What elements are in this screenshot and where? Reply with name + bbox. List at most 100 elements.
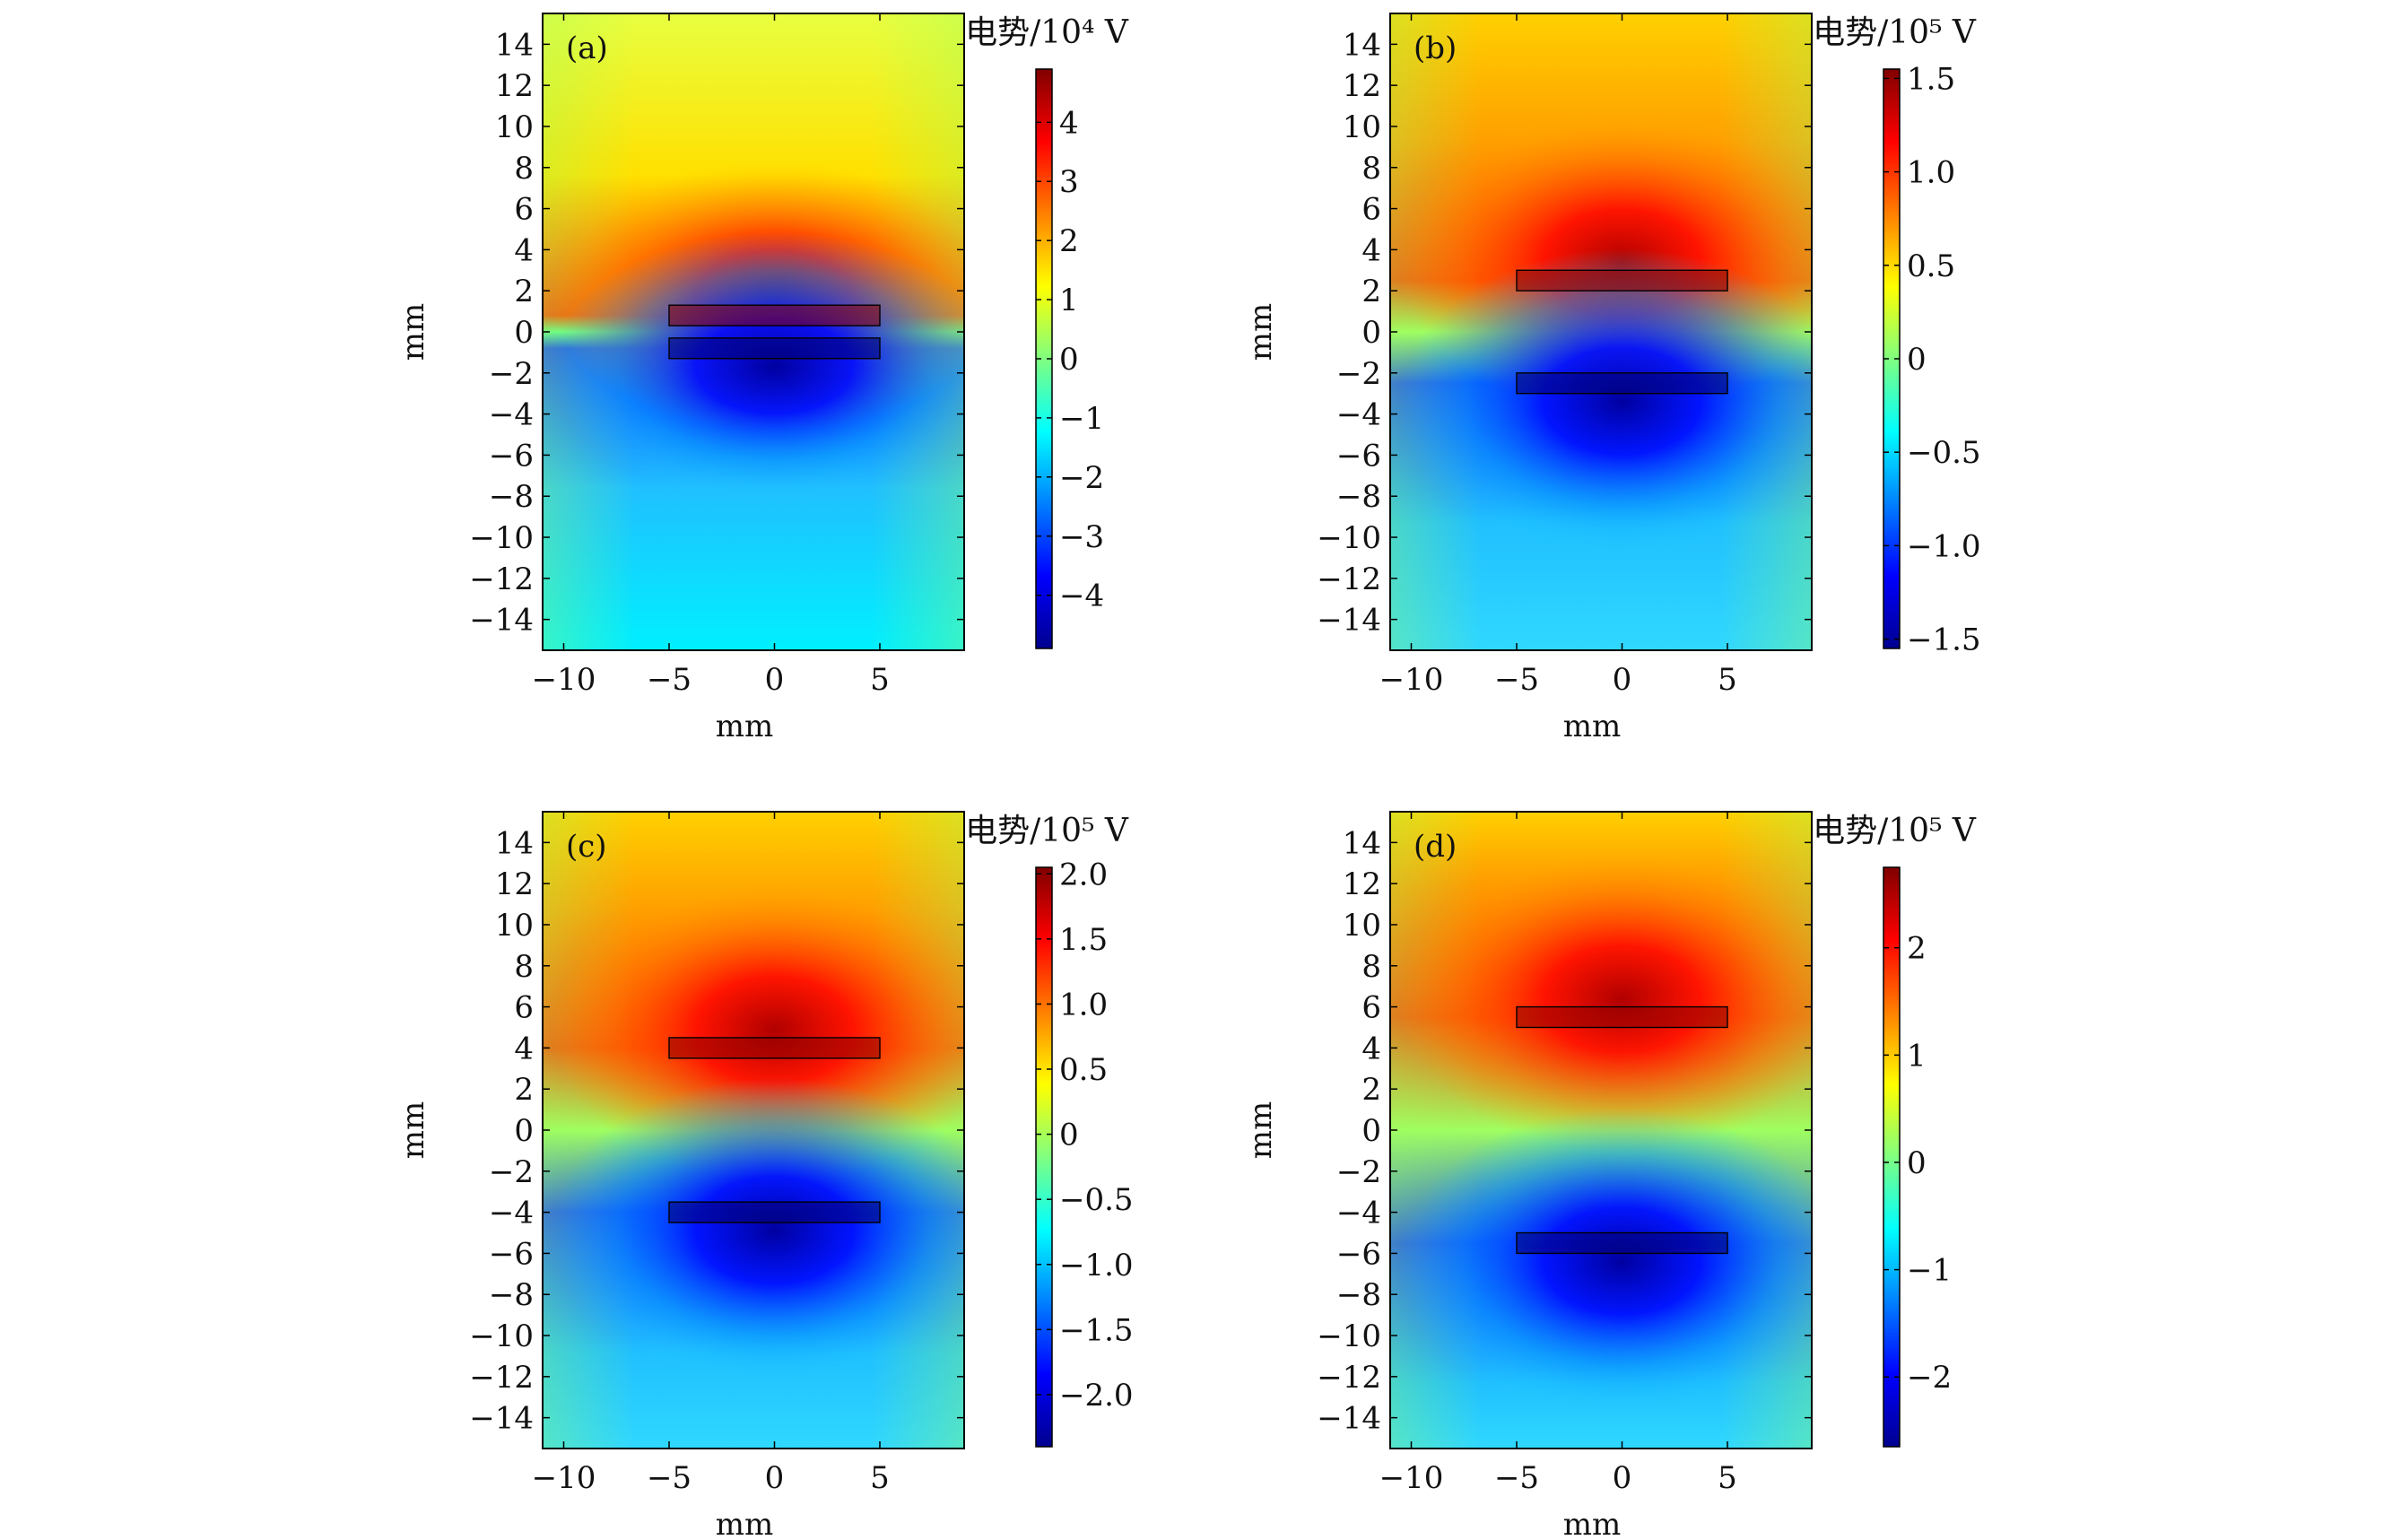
y-tick-label: −10 — [469, 520, 534, 556]
panel-c: 14 12 10 8 6 4 2 0 −2 −4 −6 −8 −10 −12 −14 −10 −5 0 5 mm mm (… — [396, 811, 1134, 1540]
x-tick-label: −5 — [647, 1460, 692, 1496]
y-tick-label: −8 — [489, 479, 534, 515]
colorbar-tick-label: 0 — [1059, 1118, 1079, 1153]
y-tick-label: 14 — [495, 27, 534, 63]
panel-b: 14 12 10 8 6 4 2 0 −2 −4 −6 −8 −10 −12 −14 −10 −5 0 5 mm mm (… — [1243, 13, 1981, 744]
x-tick-label: 5 — [870, 1460, 890, 1496]
y-tick-label: −14 — [469, 1401, 534, 1437]
colorbar-tick-label: 1 — [1907, 1038, 1927, 1074]
colorbar — [1035, 866, 1053, 1448]
electrode-bottom — [1516, 372, 1728, 395]
colorbar-tick-label: 1.5 — [1059, 922, 1108, 958]
colorbar-tick-label: −2 — [1059, 460, 1104, 496]
y-tick-label: −4 — [489, 397, 534, 433]
y-tick-label: −14 — [469, 603, 534, 639]
x-tick-label: 5 — [870, 662, 890, 698]
y-tick-label: 0 — [514, 1113, 534, 1149]
y-tick-label: −2 — [1336, 356, 1381, 392]
y-tick-label: 8 — [1361, 949, 1381, 985]
y-tick-label: −6 — [1336, 1236, 1381, 1272]
colorbar-tick-label: −0.5 — [1907, 435, 1981, 471]
y-tick-label: 8 — [514, 949, 534, 985]
colorbar-title: 电势/10⁵ V — [1813, 813, 1977, 849]
x-tick-label: −10 — [532, 1460, 596, 1496]
x-tick-label: −5 — [647, 662, 692, 698]
x-tick-label: −10 — [1379, 1460, 1444, 1496]
colorbar-tick-label: 1.5 — [1907, 61, 1955, 97]
colorbar-tick-label: 0.5 — [1059, 1052, 1108, 1088]
y-tick-label: 12 — [1343, 866, 1381, 902]
colorbar-tick-label: −1.5 — [1907, 622, 1981, 658]
x-tick-label: −10 — [532, 662, 596, 698]
y-tick-label: 8 — [514, 151, 534, 187]
y-tick-label: −2 — [489, 1154, 534, 1190]
y-tick-label: 2 — [514, 1072, 534, 1108]
potential-field — [1390, 812, 1812, 1449]
y-tick-label: 6 — [1361, 192, 1381, 228]
y-tick-label: 8 — [1361, 151, 1381, 187]
colorbar-tick-label: −4 — [1059, 579, 1104, 614]
colorbar-tick-label: 3 — [1059, 164, 1079, 200]
x-tick-label: 0 — [765, 662, 785, 698]
y-tick-label: −14 — [1317, 603, 1381, 639]
x-tick-label: −5 — [1494, 662, 1539, 698]
y-tick-label: −10 — [469, 1318, 534, 1354]
y-tick-label: 4 — [1361, 232, 1381, 268]
panel-label: (b) — [1414, 30, 1457, 66]
potential-field — [543, 812, 964, 1449]
potential-field — [1390, 13, 1812, 650]
y-tick-label: −4 — [1336, 1196, 1381, 1231]
colorbar-tick-label: 1.0 — [1059, 987, 1108, 1022]
colorbar-tick-label: 0 — [1907, 1145, 1927, 1181]
colorbar-tick-label: −1 — [1059, 401, 1104, 437]
colorbar-tick-label: −2 — [1907, 1360, 1952, 1396]
colorbar-tick-label: −3 — [1059, 519, 1104, 555]
panel-label: (d) — [1414, 829, 1457, 865]
y-tick-label: −12 — [1317, 1360, 1381, 1396]
panel-label: (a) — [566, 30, 608, 66]
y-tick-label: −10 — [1317, 1318, 1381, 1354]
y-axis-label: mm — [1243, 1101, 1279, 1159]
y-tick-label: 12 — [1343, 68, 1381, 104]
y-tick-label: 6 — [514, 990, 534, 1026]
y-axis-label: mm — [396, 1101, 431, 1159]
y-tick-label: −14 — [1317, 1401, 1381, 1437]
colorbar-tick-label: −1.0 — [1907, 528, 1981, 564]
y-tick-label: −8 — [1336, 1277, 1381, 1313]
x-axis-label: mm — [1563, 1507, 1621, 1540]
y-tick-label: −12 — [469, 1360, 534, 1396]
y-tick-label: 2 — [1361, 1072, 1381, 1108]
y-tick-label: −6 — [489, 438, 534, 474]
y-tick-label: 10 — [495, 908, 534, 944]
y-tick-label: 4 — [514, 232, 534, 268]
colorbar-tick-label: 2 — [1059, 223, 1079, 259]
colorbar — [1883, 866, 1901, 1448]
colorbar-tick-label: 0 — [1907, 342, 1927, 378]
y-tick-label: −6 — [489, 1236, 534, 1272]
y-tick-label: 14 — [1343, 27, 1381, 63]
y-tick-label: 12 — [495, 866, 534, 902]
electrode-bottom — [668, 1201, 881, 1223]
y-tick-label: 14 — [1343, 825, 1381, 861]
electrode-bottom — [1516, 1231, 1728, 1255]
colorbar-title: 电势/10⁴ V — [965, 14, 1129, 51]
y-tick-label: 2 — [1361, 274, 1381, 309]
x-axis-label: mm — [716, 1507, 773, 1540]
colorbar-tick-label: −0.5 — [1059, 1182, 1134, 1218]
y-axis-label: mm — [1243, 303, 1279, 361]
electrode-top — [668, 304, 881, 326]
y-tick-label: 4 — [514, 1031, 534, 1066]
y-tick-label: 6 — [1361, 990, 1381, 1026]
y-tick-label: −6 — [1336, 438, 1381, 474]
x-tick-label: −10 — [1379, 662, 1444, 698]
x-tick-label: 0 — [765, 1460, 785, 1496]
x-tick-label: 0 — [1613, 1460, 1632, 1496]
x-tick-label: 5 — [1718, 662, 1737, 698]
y-tick-label: −12 — [1317, 561, 1381, 597]
y-tick-label: 12 — [495, 68, 534, 104]
potential-field — [543, 13, 964, 650]
y-axis-label: mm — [396, 303, 431, 361]
